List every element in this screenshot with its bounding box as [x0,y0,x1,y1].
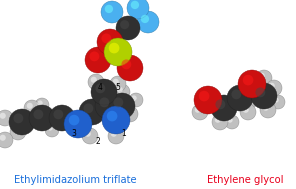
Circle shape [212,114,228,130]
Text: Ethylimidazolium triflate: Ethylimidazolium triflate [14,175,136,185]
Circle shape [85,131,91,137]
Circle shape [117,55,143,81]
Circle shape [263,105,269,111]
Circle shape [260,102,276,118]
Circle shape [0,135,6,141]
Circle shape [0,110,13,126]
Circle shape [129,93,143,107]
Circle shape [45,123,59,137]
Circle shape [33,109,43,119]
Circle shape [225,115,239,129]
Text: 1: 1 [122,129,126,138]
Circle shape [131,95,137,101]
Circle shape [91,77,97,83]
Circle shape [95,83,105,93]
Text: 2: 2 [96,138,100,146]
Circle shape [266,80,282,96]
Circle shape [109,93,135,119]
Circle shape [91,79,117,105]
Circle shape [110,76,126,92]
Circle shape [111,131,117,137]
Circle shape [211,95,237,121]
Circle shape [231,89,241,99]
Circle shape [274,97,279,103]
Circle shape [0,113,6,119]
Circle shape [259,73,265,79]
Circle shape [245,93,259,107]
Circle shape [69,115,79,125]
Circle shape [108,128,124,144]
Circle shape [109,43,119,53]
Circle shape [113,97,123,107]
Circle shape [27,103,33,109]
Circle shape [35,98,49,112]
Circle shape [82,128,98,144]
Circle shape [195,107,201,113]
Circle shape [89,51,99,61]
Circle shape [9,109,35,135]
Text: 3: 3 [72,129,76,138]
Circle shape [255,88,265,97]
Circle shape [116,16,140,40]
Circle shape [122,106,138,122]
Circle shape [83,103,93,113]
Circle shape [53,109,63,119]
Text: 4: 4 [98,84,102,92]
Circle shape [121,59,131,69]
Circle shape [24,100,40,116]
Circle shape [194,86,222,114]
Circle shape [107,111,118,121]
Circle shape [105,5,113,13]
Circle shape [227,85,253,111]
Circle shape [10,124,26,140]
Text: Ethylene glycol: Ethylene glycol [207,175,283,185]
Circle shape [127,0,149,19]
Circle shape [0,132,13,148]
Text: 5: 5 [115,84,120,92]
Circle shape [271,95,285,109]
Circle shape [243,107,249,113]
Circle shape [247,95,253,101]
Circle shape [102,106,130,134]
Circle shape [13,113,23,123]
Circle shape [215,99,225,109]
Circle shape [240,104,256,120]
Circle shape [113,79,119,85]
Circle shape [120,20,129,29]
Circle shape [104,38,132,66]
Circle shape [256,70,272,86]
Circle shape [192,104,208,120]
Circle shape [102,33,111,43]
Circle shape [117,87,123,93]
Circle shape [199,91,209,101]
Circle shape [47,125,53,131]
Circle shape [97,29,123,55]
Circle shape [85,47,111,73]
Circle shape [88,74,104,90]
Circle shape [227,117,233,123]
Circle shape [238,70,266,98]
Circle shape [251,83,277,109]
Circle shape [64,110,92,138]
Circle shape [101,1,123,23]
Circle shape [37,100,43,106]
Circle shape [269,83,275,89]
Circle shape [131,1,139,9]
Circle shape [125,109,131,115]
Circle shape [79,99,105,125]
Circle shape [49,105,75,131]
Circle shape [243,75,253,85]
Circle shape [95,93,121,119]
Circle shape [99,97,109,107]
Circle shape [141,15,149,23]
Circle shape [137,11,159,33]
Circle shape [114,84,130,100]
Circle shape [215,117,221,123]
Circle shape [29,105,55,131]
Circle shape [13,127,19,133]
